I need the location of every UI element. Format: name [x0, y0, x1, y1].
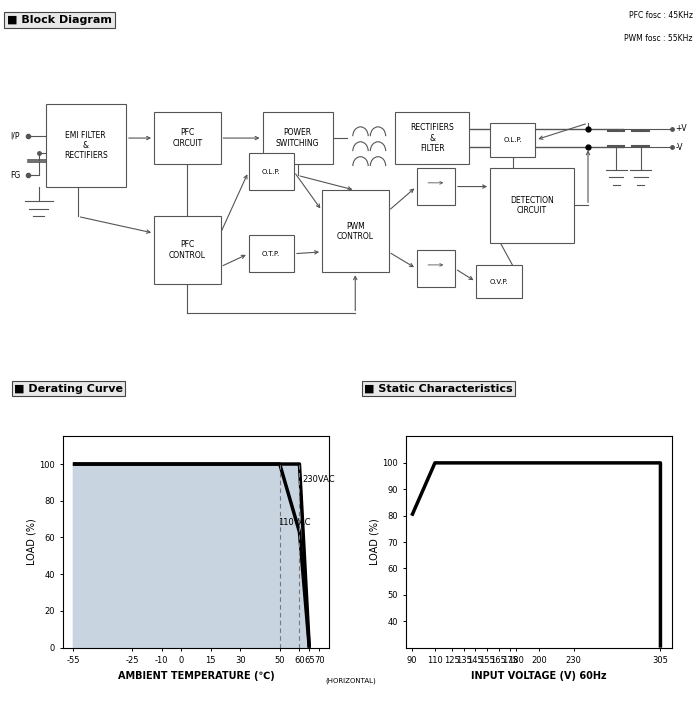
Bar — [322, 190, 388, 272]
Bar — [490, 168, 574, 242]
Text: O.L.P.: O.L.P. — [503, 137, 522, 143]
Text: O.L.P.: O.L.P. — [262, 169, 281, 175]
Text: PFC
CONTROL: PFC CONTROL — [169, 240, 206, 260]
Text: PFC
CIRCUIT: PFC CIRCUIT — [172, 128, 202, 148]
Text: 110VAC: 110VAC — [278, 517, 310, 527]
Text: 230VAC: 230VAC — [302, 475, 335, 484]
Text: I/P: I/P — [10, 132, 20, 141]
Bar — [154, 112, 220, 164]
Text: +V: +V — [676, 124, 687, 133]
Bar — [476, 265, 522, 298]
Text: ■ Block Diagram: ■ Block Diagram — [7, 15, 112, 25]
Text: PWM fosc : 55KHz: PWM fosc : 55KHz — [624, 34, 693, 42]
X-axis label: AMBIENT TEMPERATURE (℃): AMBIENT TEMPERATURE (℃) — [118, 671, 274, 681]
Text: PWM
CONTROL: PWM CONTROL — [337, 222, 374, 241]
Bar — [416, 168, 455, 206]
Text: FG: FG — [10, 171, 21, 180]
Bar — [154, 216, 220, 284]
Text: (HORIZONTAL): (HORIZONTAL) — [325, 677, 376, 684]
Text: -V: -V — [676, 143, 683, 152]
Text: ■ Static Characteristics: ■ Static Characteristics — [364, 384, 512, 394]
Text: O.T.P.: O.T.P. — [262, 251, 281, 257]
Text: ■ Derating Curve: ■ Derating Curve — [14, 384, 123, 394]
Text: O.V.P.: O.V.P. — [489, 279, 508, 284]
Bar — [490, 123, 536, 157]
Text: POWER
SWITCHING: POWER SWITCHING — [276, 128, 319, 148]
Bar — [262, 112, 332, 164]
Text: DETECTION
CIRCUIT: DETECTION CIRCUIT — [510, 196, 554, 215]
Text: RECTIFIERS
&
FILTER: RECTIFIERS & FILTER — [410, 123, 454, 153]
Y-axis label: LOAD (%): LOAD (%) — [26, 519, 36, 565]
Bar — [395, 112, 469, 164]
Y-axis label: LOAD (%): LOAD (%) — [369, 519, 379, 565]
Bar — [416, 250, 455, 287]
Bar — [248, 235, 294, 272]
Bar — [248, 153, 294, 190]
Text: PFC fosc : 45KHz: PFC fosc : 45KHz — [629, 11, 693, 20]
Text: EMI FILTER
&
RECTIFIERS: EMI FILTER & RECTIFIERS — [64, 131, 108, 161]
X-axis label: INPUT VOLTAGE (V) 60Hz: INPUT VOLTAGE (V) 60Hz — [471, 671, 607, 681]
Bar — [46, 104, 126, 187]
